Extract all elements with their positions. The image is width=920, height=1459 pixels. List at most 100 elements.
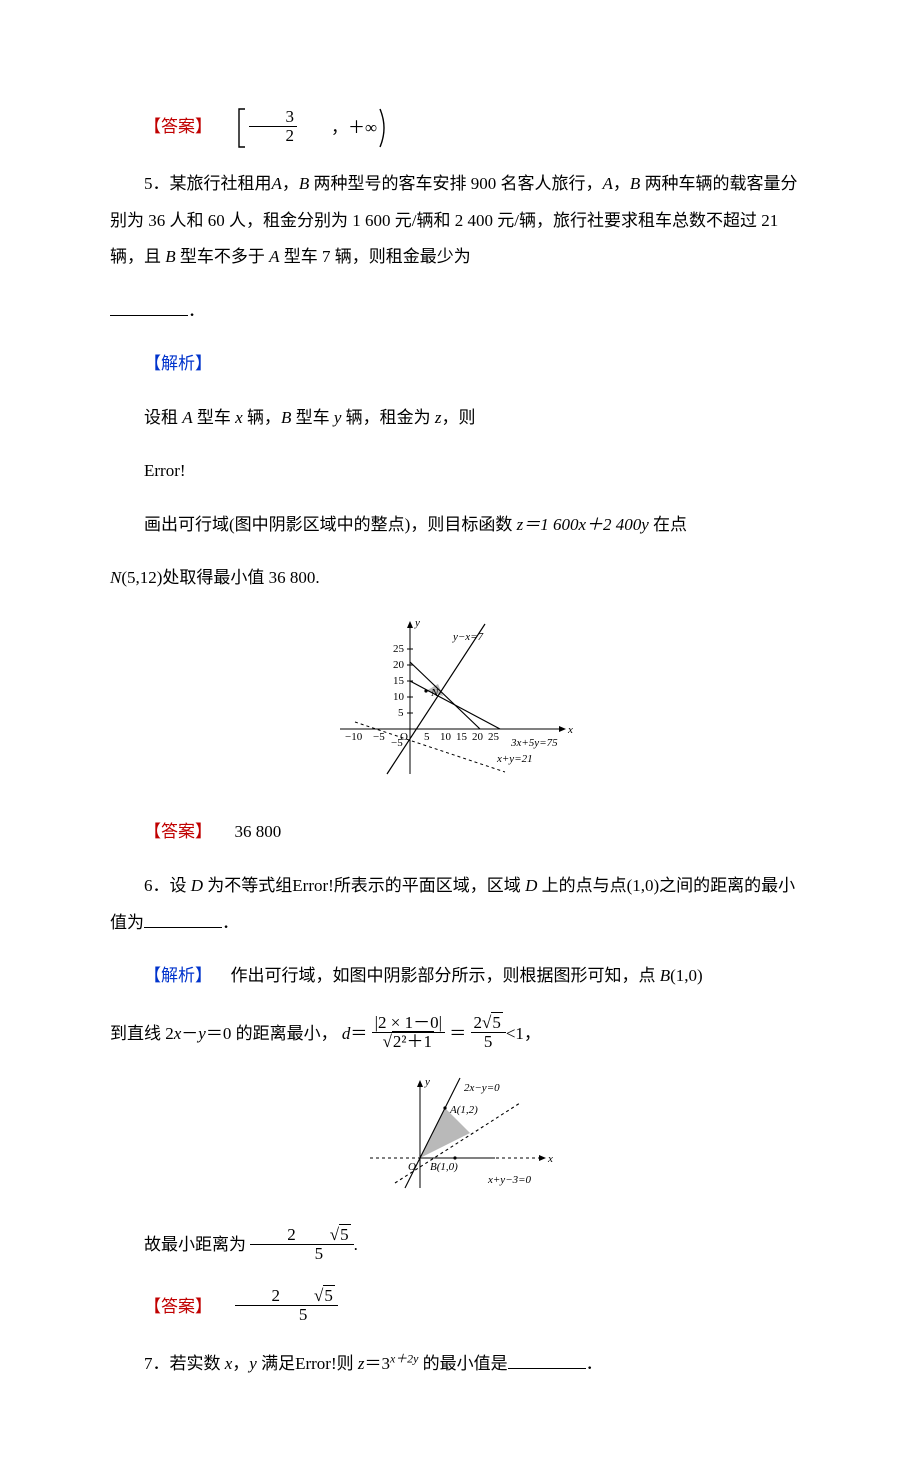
q5-period: ． <box>188 301 205 320</box>
q6-origin: O <box>408 1161 416 1173</box>
page: 【答案】 3 2 ，＋∞ 5．某旅行社租用A，B 两种型号的客车安排 900 名… <box>0 0 920 1459</box>
q7-number: 7． <box>144 1354 170 1373</box>
q5-s1c: 辆， <box>243 408 281 427</box>
q6-D2: D <box>525 876 537 895</box>
q5-xticks: 5 10 15 20 25 <box>424 731 500 743</box>
q5-answer-value: 36 800 <box>235 822 282 841</box>
q7-t5: 的最小值是 <box>418 1354 507 1373</box>
q5-s1-A: A <box>182 408 192 427</box>
q5-s3: (5,12)处取得最小值 36 800. <box>121 568 319 587</box>
q6-sa: 作出可行域，如图中阴影部分所示，则根据图形可知，点 <box>231 966 660 985</box>
q6-sol-conclusion: 故最小距离为 25 5 . <box>110 1223 810 1267</box>
q6-t1: 设 <box>170 876 191 895</box>
svg-text:20: 20 <box>393 659 405 671</box>
q5-t6: 型车 7 辆，则租金最少为 <box>280 247 471 266</box>
q5-blank <box>110 298 188 316</box>
q5-line2-label: 3x+5y=75 <box>510 737 558 749</box>
q5-N-point <box>424 689 427 692</box>
q5-error: Error! <box>144 461 186 480</box>
q7-y: y <box>249 1354 257 1373</box>
q5-sol-line3: N(5,12)处取得最小值 36 800. <box>110 560 810 597</box>
q6-B: B <box>660 966 670 985</box>
q6-B-label: B(1,0) <box>430 1161 458 1173</box>
q6-number: 6． <box>144 876 170 895</box>
q6-sd: 故最小距离为 <box>144 1235 246 1254</box>
q5-s1e: 辆，租金为 <box>341 408 435 427</box>
svg-text:15: 15 <box>393 675 405 687</box>
q6-error: Error! <box>292 876 334 895</box>
q6-answer-frac: 25 5 <box>235 1287 338 1324</box>
left-bracket-icon <box>235 107 249 149</box>
q7-eq: ＝3 <box>365 1354 391 1373</box>
svg-text:20: 20 <box>472 731 484 743</box>
q6-problem: 6．设 D 为不等式组Error!所表示的平面区域，区域 D 上的点与点(1,0… <box>110 868 810 941</box>
svg-text:10: 10 <box>393 691 405 703</box>
q4-answer-line: 【答案】 3 2 ，＋∞ <box>110 107 810 149</box>
q7-t2: ， <box>232 1354 249 1373</box>
q5-A1: A <box>272 174 282 193</box>
q6-D1: D <box>191 876 203 895</box>
q5-sol-line2: 画出可行域(图中阴影区域中的整点)，则目标函数 z＝1 600x＋2 400y … <box>110 507 810 544</box>
answer-label-2: 【答案】 <box>144 822 212 841</box>
q6-frac2: 25 5 <box>471 1014 506 1051</box>
right-paren-icon <box>377 107 391 149</box>
q5-s1-B: B <box>281 408 291 427</box>
q6-frac1: |2 × 1－0| 2²＋1 <box>372 1014 445 1051</box>
q7-x: x <box>225 1354 233 1373</box>
q5-line-xy21 <box>410 662 480 729</box>
q5-solution-label: 【解析】 <box>110 346 810 383</box>
q5-line3-label: x+y=21 <box>496 753 533 765</box>
q5-comma: ， <box>613 174 630 193</box>
q5-s2a: 画出可行域(图中阴影区域中的整点)，则目标函数 <box>144 515 517 534</box>
q6-answer-line: 【答案】 25 5 <box>110 1285 810 1329</box>
q5-t3: 两种型号的客车安排 900 名客人旅行， <box>309 174 602 193</box>
q7-error: Error! <box>295 1354 337 1373</box>
q6-Bcoord: (1,0) <box>670 966 703 985</box>
q7-problem: 7．若实数 x，y 满足Error!则 z＝3x＋2y 的最小值是． <box>110 1346 810 1383</box>
q6-t2: 为不等式组 <box>203 876 292 895</box>
q5-A2: A <box>603 174 613 193</box>
q6-f2-num: 25 <box>471 1014 506 1033</box>
q6-period: ． <box>222 913 239 932</box>
q4-frac-num: 3 <box>249 108 298 127</box>
q6-frac3: 25 5 <box>250 1226 353 1263</box>
svg-text:10: 10 <box>440 731 452 743</box>
q7-exp: x＋2y <box>390 1351 418 1365</box>
q5-s2-eq: z＝1 600x＋2 400y <box>517 515 649 534</box>
q5-x-axis: x <box>567 724 573 736</box>
q5-answer-line: 【答案】 36 800 <box>110 814 810 851</box>
q4-fraction: 3 2 <box>249 108 298 145</box>
svg-text:25: 25 <box>393 643 405 655</box>
q4-answer-interval: 3 2 ，＋∞ <box>235 107 392 149</box>
answer-label: 【答案】 <box>144 117 212 136</box>
q5-s1-x: x <box>235 408 243 427</box>
q5-A3: A <box>269 247 279 266</box>
q6-sb: 到直线 2 <box>110 1024 174 1043</box>
q4-interval-tail: ，＋∞ <box>297 110 377 147</box>
q5-error-line: Error! <box>110 453 810 490</box>
q6-f2-den: 5 <box>471 1033 506 1051</box>
solution-label: 【解析】 <box>144 354 212 373</box>
q5-t2: ， <box>282 174 299 193</box>
q5-s1d: 型车 <box>291 408 334 427</box>
q5-N-label: N <box>430 687 439 699</box>
q5-line1-label: y−x=7 <box>452 631 484 643</box>
q5-s2b: 在点 <box>649 515 687 534</box>
q7-t4: 则 <box>337 1354 358 1373</box>
svg-text:5: 5 <box>398 707 404 719</box>
q4-frac-den: 2 <box>249 127 298 145</box>
q6-A-label: A(1,2) <box>449 1104 478 1116</box>
q7-t3: 满足 <box>257 1354 295 1373</box>
q5-t1: 某旅行社租用 <box>170 174 272 193</box>
q5-B3: B <box>165 247 175 266</box>
q7-blank <box>508 1351 586 1369</box>
q5-s1b: 型车 <box>193 408 236 427</box>
q5-yneg: −5 <box>391 737 403 749</box>
q5-xneg1: −10 <box>345 731 363 743</box>
q5-xneg2: −5 <box>373 731 385 743</box>
q5-B2: B <box>630 174 640 193</box>
q7-t1: 若实数 <box>170 1354 225 1373</box>
q6-line2-label: x+y−3=0 <box>487 1174 532 1186</box>
q5-sol-line1: 设租 A 型车 x 辆，B 型车 y 辆，租金为 z，则 <box>110 400 810 437</box>
solution-label-2: 【解析】 <box>144 966 212 985</box>
